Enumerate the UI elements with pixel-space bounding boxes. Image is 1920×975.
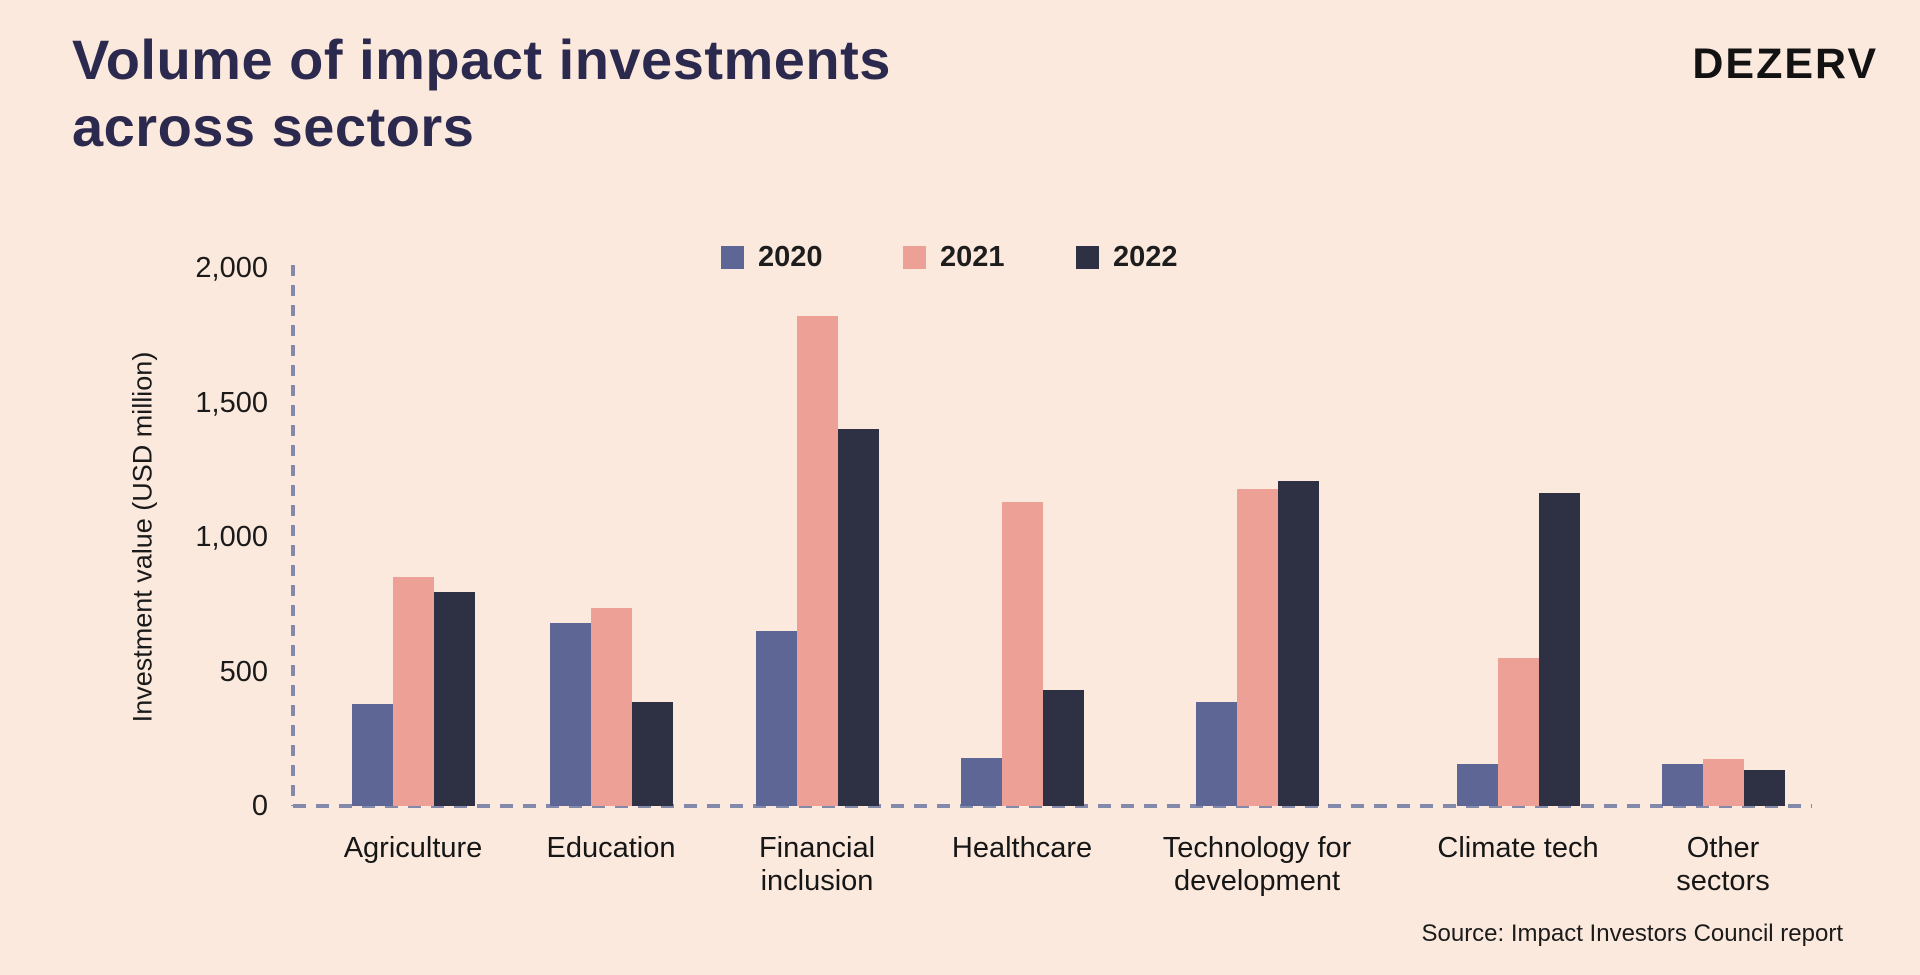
category-label-climate-tech: Climate tech xyxy=(1437,832,1599,864)
bar-other-sectors-2022 xyxy=(1744,770,1785,806)
legend-item-2021: 2021 xyxy=(903,241,1005,274)
bar-climate-tech-2022 xyxy=(1539,493,1580,806)
bar-financial-inclusion-2020 xyxy=(756,631,797,806)
category-label-agriculture: Agriculture xyxy=(343,832,483,864)
bar-other-sectors-2020 xyxy=(1662,764,1703,806)
category-label-education: Education xyxy=(546,832,676,864)
page-title-line2: across sectors xyxy=(72,95,475,158)
x-axis-dashed-line xyxy=(293,804,1812,808)
legend-swatch-2022 xyxy=(1076,246,1099,269)
y-tick-1000: 1,000 xyxy=(195,521,268,553)
bar-education-2022 xyxy=(632,702,673,806)
bar-healthcare-2021 xyxy=(1002,502,1043,806)
legend-item-2020: 2020 xyxy=(721,241,823,274)
legend-label-2020: 2020 xyxy=(758,241,823,273)
y-tick-500: 500 xyxy=(219,656,268,688)
bar-technology-for-development-2020 xyxy=(1196,702,1237,806)
source-note: Source: Impact Investors Council report xyxy=(1421,920,1843,947)
y-axis-dashed-line xyxy=(291,265,295,806)
bar-climate-tech-2021 xyxy=(1498,658,1539,806)
bar-healthcare-2020 xyxy=(961,758,1002,806)
bar-climate-tech-2020 xyxy=(1457,764,1498,806)
category-label-healthcare: Healthcare xyxy=(951,832,1093,864)
bar-agriculture-2022 xyxy=(434,592,475,806)
y-tick-1500: 1,500 xyxy=(195,387,268,419)
bar-education-2020 xyxy=(550,623,591,806)
bar-financial-inclusion-2022 xyxy=(838,429,879,806)
y-tick-0: 0 xyxy=(251,790,268,822)
bar-financial-inclusion-2021 xyxy=(797,316,838,806)
bar-technology-for-development-2022 xyxy=(1278,481,1319,806)
bar-other-sectors-2021 xyxy=(1703,759,1744,806)
page-title-line1: Volume of impact investments xyxy=(72,28,891,91)
bar-technology-for-development-2021 xyxy=(1237,489,1278,806)
bar-agriculture-2020 xyxy=(352,704,393,806)
category-label-other-sectors: Other sectors xyxy=(1676,832,1770,897)
legend-label-2022: 2022 xyxy=(1113,241,1178,273)
bar-agriculture-2021 xyxy=(393,577,434,806)
bar-healthcare-2022 xyxy=(1043,690,1084,806)
legend-item-2022: 2022 xyxy=(1076,241,1178,274)
legend-label-2021: 2021 xyxy=(940,241,1005,273)
legend-swatch-2021 xyxy=(903,246,926,269)
dezerv-logo: DEZERV xyxy=(1692,40,1878,88)
y-tick-2000: 2,000 xyxy=(195,252,268,284)
page-title: Volume of impact investments across sect… xyxy=(72,26,891,160)
category-label-technology-for-development: Technology for development xyxy=(1162,832,1352,897)
category-label-financial-inclusion: Financial inclusion xyxy=(758,832,876,897)
bar-education-2021 xyxy=(591,608,632,806)
legend-swatch-2020 xyxy=(721,246,744,269)
